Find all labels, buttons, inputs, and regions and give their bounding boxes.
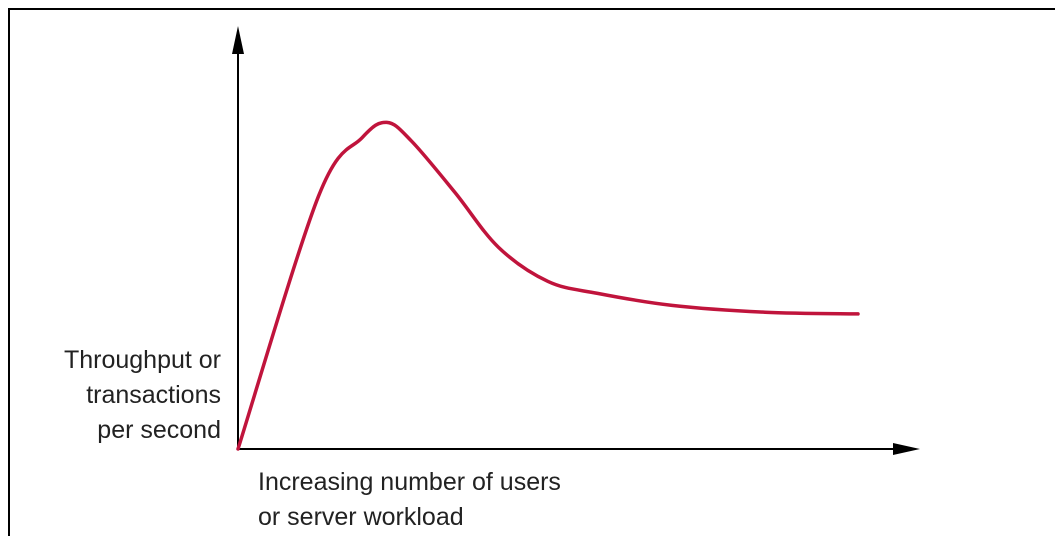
y-axis-label: Throughput or transactions per second bbox=[63, 346, 221, 444]
x-axis-arrowhead bbox=[893, 443, 920, 455]
chart-axes bbox=[232, 26, 920, 455]
y-axis-arrowhead bbox=[232, 26, 244, 54]
chart-frame bbox=[8, 8, 1055, 536]
series-line-0 bbox=[236, 120, 860, 451]
chart-plot-area bbox=[236, 120, 860, 451]
x-axis-label: Increasing number of users or server wor… bbox=[258, 468, 561, 531]
